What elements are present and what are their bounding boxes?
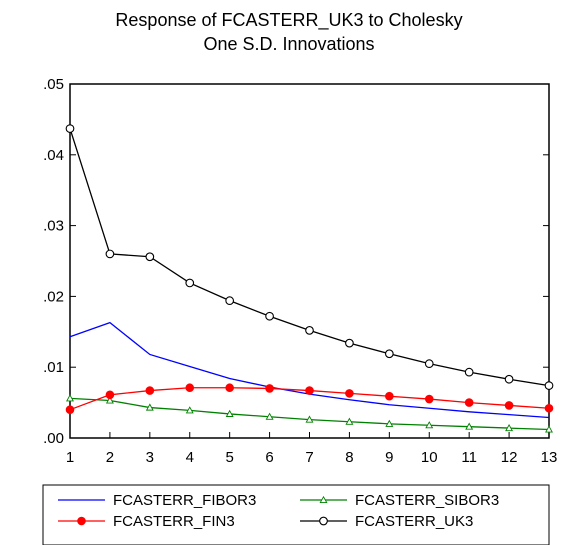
plot-frame bbox=[69, 83, 550, 439]
data-point-fcasterr_uk3 bbox=[185, 278, 195, 288]
y-tick-label: .01 bbox=[43, 359, 64, 376]
data-point-fcasterr_uk3 bbox=[225, 296, 235, 305]
x-tick-label: 7 bbox=[305, 449, 313, 466]
legend-label: FCASTERR_FIN3 bbox=[113, 513, 235, 530]
y-tick-label: .03 bbox=[43, 218, 64, 235]
data-point-fcasterr_uk3 bbox=[65, 124, 75, 133]
x-tick-label: 8 bbox=[345, 449, 353, 466]
data-point-fcasterr_sibor3 bbox=[265, 412, 274, 420]
data-point-fcasterr_sibor3 bbox=[225, 409, 234, 417]
legend-label: FCASTERR_FIBOR3 bbox=[113, 492, 256, 509]
data-point-fcasterr_uk3 bbox=[544, 381, 554, 390]
data-point-fcasterr_fin3 bbox=[385, 391, 394, 401]
data-point-fcasterr_sibor3 bbox=[425, 421, 434, 429]
x-tick-label: 5 bbox=[225, 449, 233, 466]
x-tick-label: 4 bbox=[186, 449, 194, 466]
x-tick-label: 1 bbox=[66, 449, 74, 466]
data-point-fcasterr_uk3 bbox=[145, 252, 155, 262]
legend-marker bbox=[77, 516, 86, 526]
data-point-fcasterr_sibor3 bbox=[105, 396, 114, 404]
data-point-fcasterr_uk3 bbox=[424, 359, 434, 369]
legend-box bbox=[42, 484, 550, 545]
chart-title: Response of FCASTERR_UK3 to Cholesky bbox=[115, 10, 463, 30]
data-point-fcasterr_fin3 bbox=[504, 401, 514, 410]
data-point-fcasterr_uk3 bbox=[504, 374, 514, 384]
series-line-fcasterr_uk3 bbox=[69, 128, 550, 387]
data-point-fcasterr_fin3 bbox=[105, 390, 115, 400]
y-tick-label: .02 bbox=[43, 288, 64, 305]
data-point-fcasterr_fin3 bbox=[225, 383, 234, 393]
data-point-fcasterr_fin3 bbox=[464, 398, 474, 407]
y-tick-label: .00 bbox=[43, 430, 64, 447]
data-point-fcasterr_sibor3 bbox=[66, 394, 74, 402]
x-tick-label: 9 bbox=[385, 449, 393, 466]
data-point-fcasterr_sibor3 bbox=[545, 425, 553, 433]
data-point-fcasterr_uk3 bbox=[305, 326, 314, 335]
data-point-fcasterr_fin3 bbox=[265, 384, 274, 393]
data-point-fcasterr_sibor3 bbox=[385, 419, 394, 427]
data-point-fcasterr_fin3 bbox=[185, 383, 195, 393]
legend-label: FCASTERR_SIBOR3 bbox=[355, 492, 499, 509]
data-point-fcasterr_sibor3 bbox=[465, 422, 474, 430]
x-tick-label: 10 bbox=[421, 449, 438, 466]
data-point-fcasterr_fin3 bbox=[544, 403, 554, 413]
chart-subtitle: One S.D. Innovations bbox=[203, 34, 375, 54]
x-tick-label: 6 bbox=[265, 449, 273, 466]
data-point-fcasterr_fin3 bbox=[424, 394, 434, 404]
legend-marker bbox=[319, 516, 328, 526]
legend-marker bbox=[319, 495, 328, 504]
data-point-fcasterr_sibor3 bbox=[505, 423, 514, 432]
data-point-fcasterr_uk3 bbox=[464, 367, 474, 377]
data-point-fcasterr_uk3 bbox=[384, 349, 394, 359]
data-point-fcasterr_fin3 bbox=[345, 389, 354, 398]
data-point-fcasterr_fin3 bbox=[65, 405, 75, 414]
data-point-fcasterr_sibor3 bbox=[185, 406, 194, 414]
x-tick-label: 11 bbox=[461, 449, 477, 466]
x-tick-label: 12 bbox=[501, 449, 518, 466]
x-tick-label: 13 bbox=[541, 449, 558, 466]
y-tick-label: .05 bbox=[43, 76, 64, 93]
y-tick-label: .04 bbox=[43, 147, 64, 164]
data-point-fcasterr_uk3 bbox=[345, 338, 354, 348]
data-point-fcasterr_fin3 bbox=[145, 386, 155, 395]
x-tick-label: 2 bbox=[106, 449, 114, 466]
data-point-fcasterr_sibor3 bbox=[145, 403, 154, 411]
data-point-fcasterr_sibor3 bbox=[305, 415, 314, 423]
x-tick-label: 3 bbox=[146, 449, 154, 466]
data-point-fcasterr_uk3 bbox=[105, 249, 115, 259]
data-point-fcasterr_uk3 bbox=[265, 311, 274, 321]
data-point-fcasterr_sibor3 bbox=[345, 417, 354, 425]
data-point-fcasterr_fin3 bbox=[305, 386, 314, 395]
legend-label: FCASTERR_UK3 bbox=[355, 513, 473, 530]
